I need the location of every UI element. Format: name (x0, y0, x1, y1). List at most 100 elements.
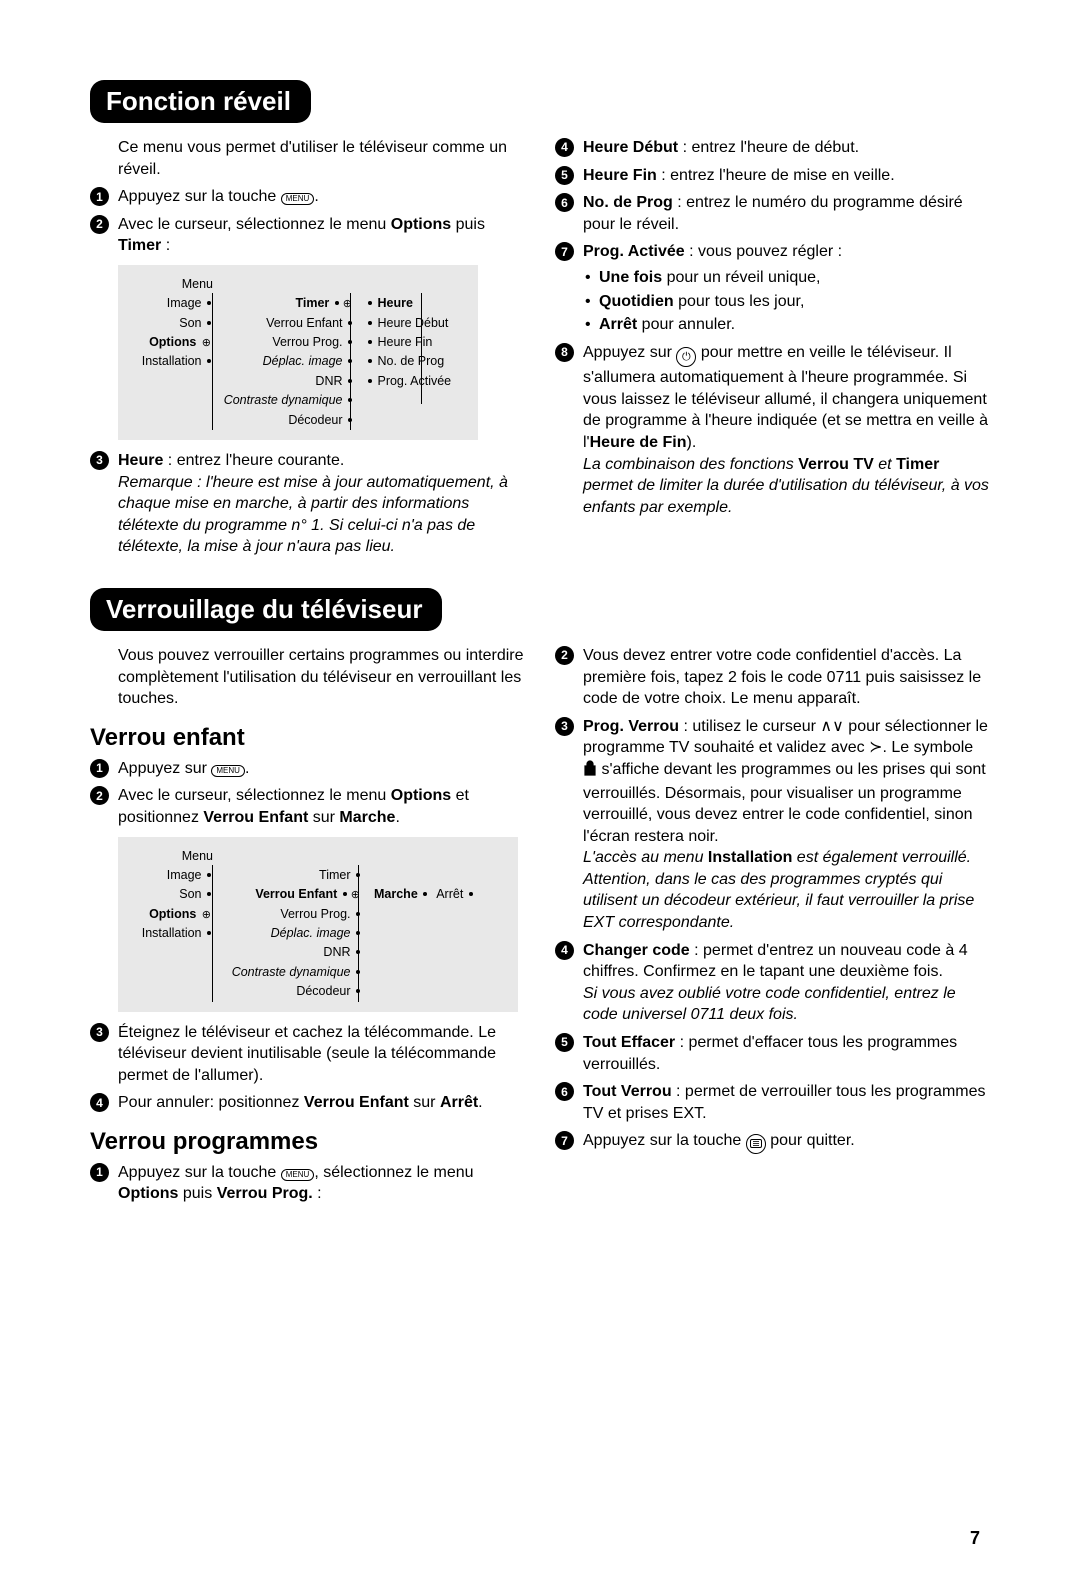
menu-diagram-timer: Menu Image Timer ⊕ Heure Son Verrou Enfa… (118, 265, 478, 440)
t: : (161, 237, 170, 254)
steps-list-right: Heure Début : entrez l'heure de début. H… (555, 137, 990, 518)
t: , sélectionnez le menu (314, 1164, 473, 1181)
d: Options (149, 907, 196, 921)
verrou-prog-steps-right: Vous devez entrer votre code confidentie… (555, 645, 990, 1154)
ve-step2: Avec le curseur, sélectionnez le menu Op… (90, 785, 525, 828)
intro-text: Vous pouvez verrouiller certains program… (118, 645, 525, 710)
t: : entrez l'heure de mise en veille. (657, 167, 895, 184)
t: Appuyez sur (118, 760, 211, 777)
t: : vous pouvez régler : (685, 243, 842, 260)
t: Options (391, 216, 451, 233)
d: Heure Fin (377, 335, 432, 349)
section2-right: Vous devez entrer votre code confidentie… (555, 645, 990, 1211)
t: Avec le curseur, sélectionnez le menu (118, 787, 391, 804)
section-title-reveil: Fonction réveil (90, 80, 311, 123)
d: Déplac. image (263, 354, 343, 368)
d: Options (149, 335, 196, 349)
manual-page: Fonction réveil Ce menu vous permet d'ut… (0, 0, 1080, 1589)
t: . (395, 809, 399, 826)
ve-step4: Pour annuler: positionnez Verrou Enfant … (90, 1092, 525, 1114)
t: Verrou TV (798, 456, 874, 473)
section1-right: Heure Début : entrez l'heure de début. H… (555, 137, 990, 564)
section2-left: Vous pouvez verrouiller certains program… (90, 645, 525, 1211)
t: Pour annuler: positionnez (118, 1094, 304, 1111)
step-5: Heure Fin : entrez l'heure de mise en ve… (555, 165, 990, 187)
b2: Quotidien pour tous les jour, (583, 291, 990, 313)
t: Quotidien (599, 293, 674, 310)
d: Verrou Prog. (280, 907, 350, 921)
t: puis (451, 216, 485, 233)
t: Verrou Enfant (203, 809, 308, 826)
intro-text: Ce menu vous permet d'utiliser le télévi… (118, 137, 525, 180)
t: Appuyez sur la touche (118, 1164, 281, 1181)
steps-list-left: Appuyez sur la touche MENU. Avec le curs… (90, 186, 525, 257)
vp-step4: Changer code : permet d'entrez un nouvea… (555, 940, 990, 1026)
menu-button-icon: MENU (211, 765, 245, 777)
d: Image (167, 296, 202, 310)
step-4: Heure Début : entrez l'heure de début. (555, 137, 990, 159)
d: Timer (295, 296, 329, 310)
step-3: Heure : entrez l'heure courante. Remarqu… (90, 450, 525, 558)
verrou-enfant-steps-cont: Éteignez le téléviseur et cachez la télé… (90, 1022, 525, 1114)
t: . (314, 188, 318, 205)
d: DNR (315, 374, 342, 388)
t: Heure (118, 452, 163, 469)
subhead-verrou-programmes: Verrou programmes (90, 1128, 525, 1156)
t: Prog. Verrou (583, 718, 679, 735)
t: Une fois (599, 269, 662, 286)
verrou-prog-steps: Appuyez sur la touche MENU, sélectionnez… (90, 1162, 525, 1205)
vp-step5: Tout Effacer : permet d'effacer tous les… (555, 1032, 990, 1075)
menu-diagram-verrou: Menu Image Timer Son Verrou Enfant ⊕ Mar… (118, 837, 518, 1012)
verrou-enfant-steps: Appuyez sur MENU. Avec le curseur, sélec… (90, 758, 525, 829)
d: Prog. Activée (377, 374, 451, 388)
d: Verrou Prog. (272, 335, 342, 349)
ve-step1: Appuyez sur MENU. (90, 758, 525, 780)
t: Changer code (583, 942, 690, 959)
d: Son (179, 887, 201, 901)
ve-step3: Éteignez le téléviseur et cachez la télé… (90, 1022, 525, 1087)
t: La combinaison des fonctions (583, 456, 798, 473)
vp-step7: Appuyez sur la touche pour quitter. (555, 1130, 990, 1154)
step7-bullets: Une fois pour un réveil unique, Quotidie… (583, 267, 990, 336)
lock-icon (583, 760, 597, 783)
t: Tout Verrou (583, 1083, 672, 1100)
vp-step6: Tout Verrou : permet de verrouiller tous… (555, 1081, 990, 1124)
t: Options (391, 787, 451, 804)
d: Heure Début (377, 316, 448, 330)
subhead-verrou-enfant: Verrou enfant (90, 724, 525, 752)
d: Décodeur (288, 413, 342, 427)
t: pour annuler. (637, 316, 735, 333)
t: No. de Prog (583, 194, 673, 211)
d: Menu (128, 847, 219, 866)
d: Déplac. image (271, 926, 351, 940)
note: La combinaison des fonctions Verrou TV e… (583, 454, 990, 519)
d: No. de Prog (377, 354, 444, 368)
menu-button-icon: MENU (281, 193, 315, 205)
t: ). (687, 434, 697, 451)
t: Appuyez sur la touche (583, 1132, 746, 1149)
vp-step2: Vous devez entrer votre code confidentie… (555, 645, 990, 710)
d: Timer (319, 868, 350, 882)
up-down-icon: ∧∨ (820, 718, 843, 735)
steps-list-left-cont: Heure : entrez l'heure courante. Remarqu… (90, 450, 525, 558)
d: DNR (323, 945, 350, 959)
section-title-verrou: Verrouillage du téléviseur (90, 588, 442, 631)
step-6: No. de Prog : entrez le numéro du progra… (555, 192, 990, 235)
t: Avec le curseur, sélectionnez le menu (118, 216, 391, 233)
exit-icon (746, 1134, 766, 1154)
t: sur (308, 809, 339, 826)
d: Menu (128, 275, 219, 294)
page-number: 7 (970, 1528, 980, 1549)
t: . Le symbole (882, 739, 973, 756)
t: Heure Début (583, 139, 678, 156)
d: Verrou Enfant (255, 887, 337, 901)
t: Marche (339, 809, 395, 826)
d: Installation (142, 354, 202, 368)
t: Heure de Fin (590, 434, 687, 451)
vp-step3: Prog. Verrou : utilisez le curseur ∧∨ po… (555, 716, 990, 934)
t: s'affiche devant les programmes ou les p… (583, 761, 986, 845)
t: Tout Effacer (583, 1034, 675, 1051)
b1: Une fois pour un réveil unique, (583, 267, 990, 289)
d: Verrou Enfant (266, 316, 342, 330)
t: : (313, 1185, 322, 1202)
